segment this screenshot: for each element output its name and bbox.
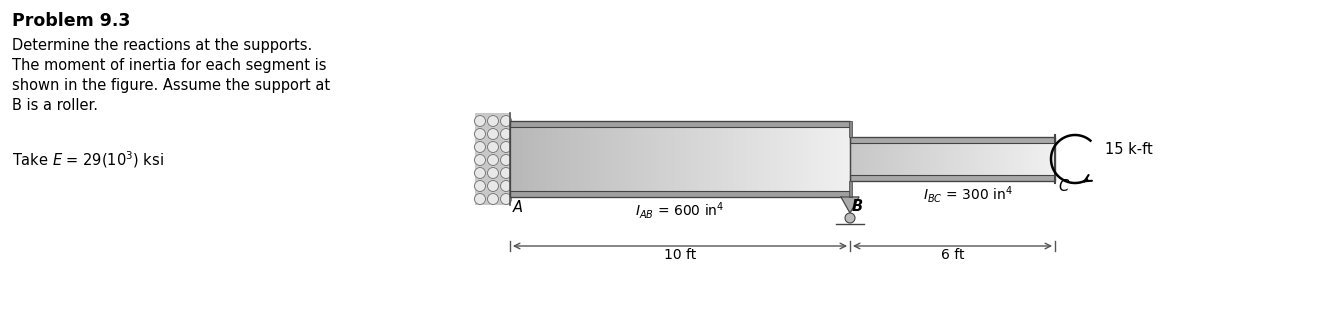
Text: The moment of inertia for each segment is: The moment of inertia for each segment i… [12,58,327,73]
Circle shape [474,155,485,166]
Bar [511,191,850,197]
Circle shape [488,180,498,191]
Circle shape [474,142,485,153]
Circle shape [488,155,498,166]
Circle shape [501,142,512,153]
Circle shape [474,129,485,140]
Circle shape [474,167,485,178]
Circle shape [488,167,498,178]
Circle shape [488,129,498,140]
Text: 15 k-ft: 15 k-ft [1106,142,1152,157]
Polygon shape [842,197,859,213]
Circle shape [501,155,512,166]
Text: Take $E$ = 29(10$^3$) ksi: Take $E$ = 29(10$^3$) ksi [12,149,163,170]
Circle shape [501,167,512,178]
Text: Problem 9.3: Problem 9.3 [12,12,130,30]
Circle shape [488,193,498,204]
Circle shape [501,180,512,191]
Circle shape [488,142,498,153]
Bar [850,175,1055,181]
Circle shape [501,129,512,140]
Bar [511,121,850,127]
Text: A: A [513,200,523,215]
Bar [474,113,511,205]
Text: $I_{BC}$ = 300 in$^4$: $I_{BC}$ = 300 in$^4$ [923,184,1012,205]
Circle shape [501,193,512,204]
Text: $I_{AB}$ = 600 in$^4$: $I_{AB}$ = 600 in$^4$ [635,200,725,221]
Text: 10 ft: 10 ft [663,248,695,262]
Bar [850,121,852,137]
Circle shape [474,116,485,127]
Circle shape [846,213,855,223]
Circle shape [501,116,512,127]
Text: 6 ft: 6 ft [941,248,965,262]
Text: B is a roller.: B is a roller. [12,98,98,113]
Bar [850,181,852,197]
Bar [511,121,850,197]
Circle shape [488,116,498,127]
Bar [850,137,1055,181]
Circle shape [474,180,485,191]
Text: Determine the reactions at the supports.: Determine the reactions at the supports. [12,38,312,53]
Circle shape [474,193,485,204]
Text: C: C [1059,179,1068,194]
Text: shown in the figure. Assume the support at: shown in the figure. Assume the support … [12,78,330,93]
Bar [850,137,1055,143]
Text: B: B [852,199,863,214]
